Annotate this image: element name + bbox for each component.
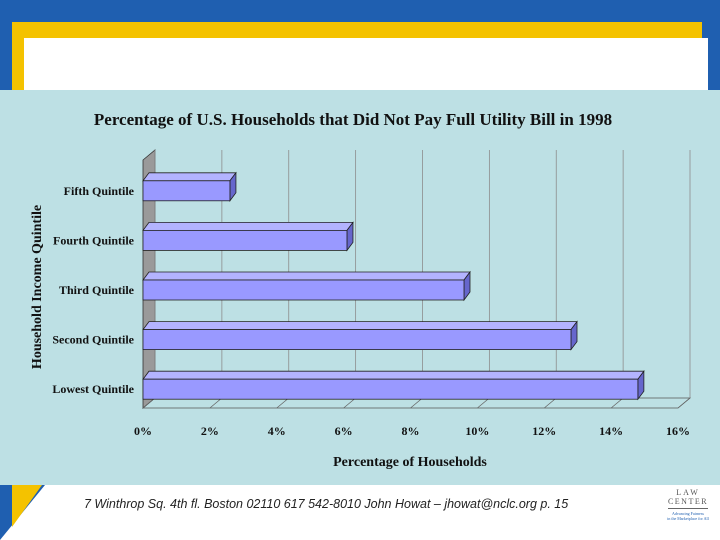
- bar-2: [142, 279, 465, 301]
- y-category-label-0: Fifth Quintile: [64, 184, 135, 198]
- logo-line2: CENTER: [667, 497, 709, 506]
- grid-depth-3: [343, 397, 356, 409]
- x-tick-label-2: 4%: [268, 424, 286, 438]
- bar-1: [142, 229, 348, 251]
- x-tick-label-7: 14%: [599, 424, 623, 438]
- footer-text: 7 Winthrop Sq. 4th fl. Boston 02110 617 …: [84, 497, 569, 511]
- y-category-label-1: Fourth Quintile: [53, 233, 135, 247]
- bar-top-1: [142, 221, 354, 231]
- y-category-label-3: Second Quintile: [52, 333, 134, 347]
- logo-line1: LAW: [676, 488, 700, 497]
- x-tick-label-3: 6%: [335, 424, 353, 438]
- y-axis-label: Household Income Quintile: [30, 205, 45, 369]
- logo-rule: [668, 508, 708, 509]
- grid-depth-7: [610, 397, 624, 409]
- bar-top-0: [142, 172, 237, 182]
- bar-top-3: [142, 321, 578, 331]
- y-category-label-2: Third Quintile: [59, 283, 135, 297]
- grid-depth-1: [209, 397, 223, 409]
- bar-top-4: [142, 370, 645, 380]
- chart-title: Percentage of U.S. Households that Did N…: [94, 110, 612, 129]
- x-tick-label-1: 2%: [201, 424, 219, 438]
- grid-depth-4: [410, 397, 423, 409]
- bar-0: [142, 180, 231, 202]
- y-category-label-4: Lowest Quintile: [52, 382, 134, 396]
- law-center-logo: LAW CENTER Advancing Fairness in the Mar…: [662, 488, 714, 536]
- x-tick-label-6: 12%: [532, 424, 556, 438]
- grid-depth-6: [543, 397, 557, 409]
- grid-depth-8: [677, 397, 691, 409]
- x-tick-label-5: 10%: [465, 424, 489, 438]
- bar-3: [142, 329, 572, 351]
- grid-depth-0: [142, 397, 156, 409]
- bar-4: [142, 378, 639, 400]
- logo-line4: in the Marketplace for All: [667, 516, 709, 521]
- logo-line3: Advancing Fairness: [672, 511, 704, 516]
- x-tick-label-8: 16%: [666, 424, 690, 438]
- footer-corner-yellow: [12, 485, 42, 527]
- x-tick-label-0: 0%: [134, 424, 152, 438]
- x-tick-label-4: 8%: [402, 424, 420, 438]
- grid-depth-2: [276, 397, 290, 409]
- footer-bar: [0, 485, 720, 540]
- grid-depth-5: [477, 397, 490, 409]
- bar-chart: 0% 2% 4% 6% 8% 10% 12% 14% 16% Fifth Quintile Fou…: [30, 110, 692, 470]
- x-axis-label: Percentage of Households: [333, 455, 487, 470]
- bar-top-2: [142, 271, 471, 281]
- bars-layer: Fifth Quintile Fourth Quintile Third Quint…: [52, 171, 645, 401]
